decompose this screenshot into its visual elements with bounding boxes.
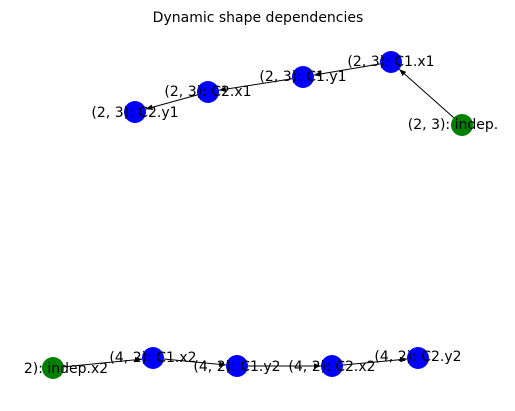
node-label: (4, 2): C1.y2 <box>193 359 280 375</box>
node <box>142 347 164 369</box>
node-label: (2, 3): C1.y1 <box>259 69 346 85</box>
node <box>451 114 473 136</box>
edge <box>163 358 227 368</box>
edge <box>63 357 143 368</box>
node <box>292 66 314 88</box>
node <box>42 357 64 379</box>
node-label: (2, 3): indep. <box>408 117 498 133</box>
node <box>197 81 219 103</box>
node-label: 2): indep.x2 <box>24 361 108 377</box>
node-label: (2, 3): C1.x1 <box>347 54 434 70</box>
node <box>407 347 429 369</box>
node-label: (2, 3): C2.x1 <box>164 84 251 100</box>
node <box>124 101 146 123</box>
node-label: (2, 3): C2.y1 <box>91 105 178 121</box>
node <box>380 51 402 73</box>
edge <box>342 356 408 366</box>
edge <box>145 94 198 110</box>
edge <box>218 78 293 92</box>
edge <box>398 68 455 119</box>
node <box>321 355 343 377</box>
node-label: (4, 2): C2.x2 <box>288 359 375 375</box>
edge <box>313 63 381 77</box>
title: Dynamic shape dependencies <box>153 10 364 26</box>
node-label: (4, 2): C1.x2 <box>109 350 196 366</box>
node <box>226 355 248 377</box>
node-label: (4, 2): C2.y2 <box>374 349 461 365</box>
